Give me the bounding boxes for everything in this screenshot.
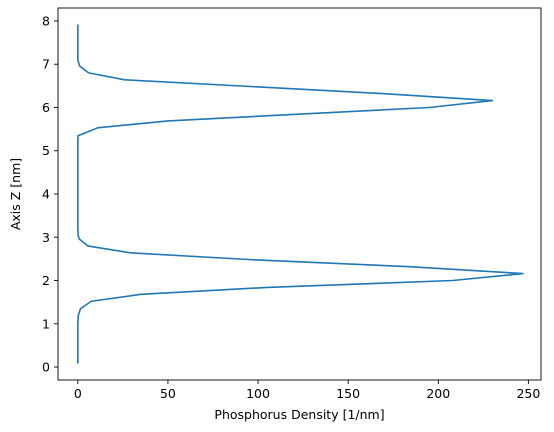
axes-background xyxy=(58,8,541,380)
x-tick-label: 250 xyxy=(516,386,540,401)
y-tick-label: 5 xyxy=(42,143,50,158)
y-tick-label: 4 xyxy=(42,187,50,202)
axes-frame xyxy=(57,7,542,381)
y-tick-label: 1 xyxy=(42,316,50,331)
x-tick-label: 200 xyxy=(426,386,450,401)
y-tick-label: 3 xyxy=(42,230,50,245)
x-tick-label: 150 xyxy=(336,386,360,401)
density-series-line xyxy=(77,24,524,364)
x-tick-label: 0 xyxy=(74,386,82,401)
x-tick-label: 50 xyxy=(160,386,176,401)
ticks-layer: 0 50 100 150 200 250 0 1 2 3 4 5 6 7 8 xyxy=(42,13,540,401)
y-tick-label: 0 xyxy=(42,360,50,375)
y-tick-label: 7 xyxy=(42,57,50,72)
y-tick-label: 8 xyxy=(42,13,50,28)
y-axis-label: Axis Z [nm] xyxy=(8,158,23,230)
x-tick-label: 100 xyxy=(246,386,270,401)
x-axis-label: Phosphorus Density [1/nm] xyxy=(214,407,384,422)
y-tick-label: 6 xyxy=(42,100,50,115)
y-tick-label: 2 xyxy=(42,273,50,288)
lines-layer xyxy=(77,24,524,364)
